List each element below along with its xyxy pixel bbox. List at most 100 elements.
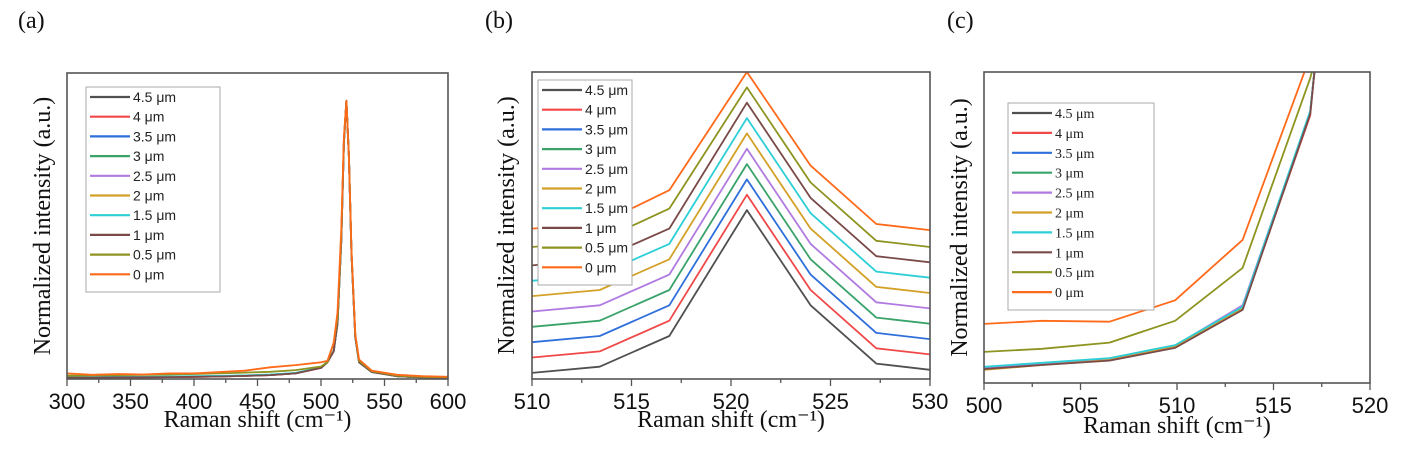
x-tick-label: 350 xyxy=(112,389,149,414)
x-tick-label: 505 xyxy=(1062,393,1099,418)
legend-item: 0 μm xyxy=(90,266,164,282)
series-line-0.5m xyxy=(984,72,1313,353)
legend-label: 1.5 μm xyxy=(1055,226,1095,241)
series-line-3m xyxy=(532,163,930,328)
legend-item: 1 μm xyxy=(90,227,164,243)
legend-item: 4.5 μm xyxy=(1012,107,1095,122)
series-line-3.5m xyxy=(532,178,930,344)
legend-item: 1.5 μm xyxy=(1012,226,1095,241)
legend-item: 3.5 μm xyxy=(90,128,176,144)
x-tick-label: 520 xyxy=(1352,393,1389,418)
series-line-4m xyxy=(532,193,930,359)
legend-label: 2.5 μm xyxy=(133,168,176,184)
series-line-0m xyxy=(984,72,1306,325)
legend-label: 2 μm xyxy=(585,181,616,197)
legend-label: 1.5 μm xyxy=(585,200,628,216)
legend-item: 0 μm xyxy=(1012,286,1084,301)
legend-label: 3.5 μm xyxy=(585,121,628,137)
legend: 4.5 μm 4 μm 3.5 μm 3 μm 2.5 μm 2 μm 1.5 μm 1 μm… xyxy=(85,86,221,293)
x-axis-title: Raman shift (cm⁻¹) xyxy=(164,407,352,433)
legend-item: 4.5 μm xyxy=(90,89,176,105)
x-axis-title: Raman shift (cm⁻¹) xyxy=(637,407,825,433)
series-line-2.5m xyxy=(532,147,930,313)
legend-box xyxy=(537,79,633,286)
y-axis-title: Normalized intensity (a.u.) xyxy=(494,96,520,355)
legend-label: 1 μm xyxy=(1055,246,1084,261)
x-tick-label: 510 xyxy=(1159,393,1196,418)
legend-item: 4 μm xyxy=(1012,127,1084,142)
x-tick-label: 520 xyxy=(713,389,750,414)
legend-label: 2.5 μm xyxy=(585,161,628,177)
panel-label: (a) xyxy=(18,8,45,34)
legend-item: 0.5 μm xyxy=(90,247,176,263)
legend-item: 3.5 μm xyxy=(542,121,628,137)
legend-item: 2.5 μm xyxy=(542,161,628,177)
x-tick-label: 525 xyxy=(812,389,849,414)
legend-label: 3.5 μm xyxy=(1055,147,1095,162)
legend-label: 1 μm xyxy=(585,220,616,236)
panel-b: (b) 510 515 520 525 530 Raman shift (cm⁻¹) Norm… xyxy=(485,8,948,433)
legend-label: 3.5 μm xyxy=(133,128,176,144)
legend-box xyxy=(1007,102,1155,311)
legend-item: 1.5 μm xyxy=(90,207,176,223)
legend-item: 4 μm xyxy=(90,109,164,125)
legend-item: 0.5 μm xyxy=(1012,266,1095,281)
panel-label: (b) xyxy=(485,8,513,34)
x-tick-label: 600 xyxy=(430,389,467,414)
series-line-1m xyxy=(67,99,448,379)
x-tick-label: 550 xyxy=(366,389,403,414)
legend-item: 1 μm xyxy=(542,220,616,236)
legend-label: 2 μm xyxy=(133,188,164,204)
series-line-4.5m xyxy=(532,209,930,374)
x-axis-title: Raman shift (cm⁻¹) xyxy=(1083,413,1271,439)
legend-item: 1 μm xyxy=(1012,246,1084,261)
legend-item: 1.5 μm xyxy=(542,200,628,216)
x-tick-label: 500 xyxy=(966,393,1003,418)
legend-label: 0.5 μm xyxy=(1055,266,1095,281)
legend-label: 3 μm xyxy=(1055,167,1084,182)
legend-label: 2 μm xyxy=(1055,207,1084,222)
series-group xyxy=(67,99,448,379)
legend-item: 2 μm xyxy=(1012,207,1084,222)
legend-label: 0 μm xyxy=(1055,286,1084,301)
series-line-0m xyxy=(67,99,448,378)
series-line-1m xyxy=(984,72,1316,370)
legend-label: 4.5 μm xyxy=(585,82,628,98)
series-group xyxy=(984,72,1316,371)
legend-label: 4 μm xyxy=(133,109,164,125)
legend-item: 2.5 μm xyxy=(90,168,176,184)
y-axis-title: Normalized intensity (a.u.) xyxy=(30,97,56,356)
legend-label: 4 μm xyxy=(585,102,616,118)
legend-item: 2 μm xyxy=(542,181,616,197)
legend-item: 3 μm xyxy=(90,148,164,164)
legend-label: 3 μm xyxy=(133,148,164,164)
legend-label: 0.5 μm xyxy=(585,240,628,256)
legend-item: 3 μm xyxy=(542,141,616,157)
x-tick-label: 400 xyxy=(176,389,213,414)
panel-label: (c) xyxy=(947,8,974,34)
x-tick-label: 300 xyxy=(49,389,86,414)
legend-box xyxy=(85,86,221,293)
legend-label: 1 μm xyxy=(133,227,164,243)
x-tick-label: 500 xyxy=(303,389,340,414)
legend-label: 4.5 μm xyxy=(1055,107,1095,122)
y-axis-title: Normalized intensity (a.u.) xyxy=(947,98,973,357)
legend: 4.5 μm 4 μm 3.5 μm 3 μm 2.5 μm 2 μm 1.5 μm 1 μm… xyxy=(1007,102,1155,311)
legend-item: 4.5 μm xyxy=(542,82,628,98)
x-tick-label: 515 xyxy=(613,389,650,414)
legend-label: 4 μm xyxy=(1055,127,1084,142)
x-tick-label: 450 xyxy=(239,389,276,414)
legend-label: 4.5 μm xyxy=(133,89,176,105)
legend-item: 4 μm xyxy=(542,102,616,118)
legend-label: 2.5 μm xyxy=(1055,187,1095,202)
legend-item: 2.5 μm xyxy=(1012,187,1095,202)
legend-label: 0.5 μm xyxy=(133,247,176,263)
legend-item: 3.5 μm xyxy=(1012,147,1095,162)
legend-label: 1.5 μm xyxy=(133,207,176,223)
legend-item: 3 μm xyxy=(1012,167,1084,182)
x-tick-label: 530 xyxy=(912,389,949,414)
legend-item: 2 μm xyxy=(90,188,164,204)
x-tick-label: 510 xyxy=(514,389,551,414)
legend-label: 0 μm xyxy=(133,266,164,282)
